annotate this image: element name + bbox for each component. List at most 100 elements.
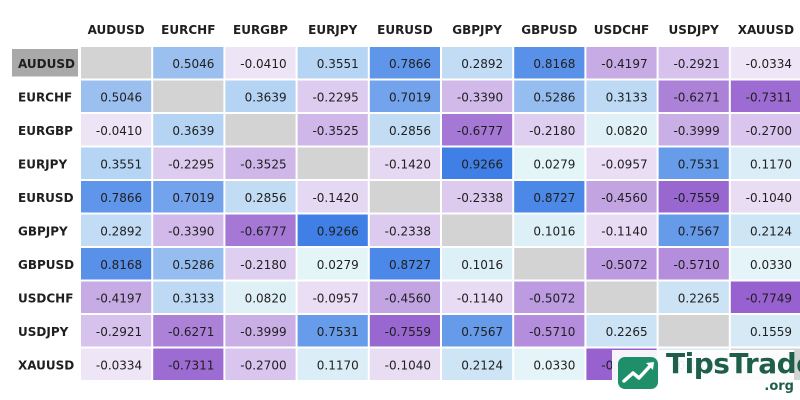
- cell-value-label: -0.4197: [96, 291, 142, 305]
- diagonal-cell: [297, 147, 368, 179]
- diagonal-cell: [369, 181, 440, 213]
- row-header: GBPUSD: [18, 258, 74, 272]
- row-header-highlight: [12, 49, 78, 77]
- cell-value-label: -0.5072: [529, 291, 575, 305]
- cell-value-label: 0.2892: [461, 57, 503, 71]
- cell-value-label: 0.9266: [317, 224, 359, 238]
- heatmap-cell: [297, 47, 368, 79]
- heatmap-cell: [225, 147, 296, 179]
- cell-value-label: 0.2856: [389, 124, 431, 138]
- cell-value-label: -0.3999: [673, 124, 719, 138]
- cell-value-label: 0.7531: [317, 325, 359, 339]
- cell-value-label: -0.3525: [312, 124, 358, 138]
- heatmap-cell: [730, 214, 800, 246]
- cell-value-label: -0.3999: [240, 325, 286, 339]
- heatmap-cell: [297, 248, 368, 280]
- cell-value-label: -0.2180: [529, 124, 575, 138]
- column-header: USDJPY: [669, 23, 720, 37]
- cell-value-label: -0.2180: [240, 258, 286, 272]
- cell-value-label: -0.3390: [168, 224, 214, 238]
- diagonal-cell: [153, 80, 224, 112]
- heatmap-cell: [297, 181, 368, 213]
- heatmap-cell: [442, 181, 513, 213]
- cell-value-label: -0.1040: [746, 191, 792, 205]
- heatmap-cell: [369, 281, 440, 313]
- cell-value-label: 0.5046: [172, 57, 214, 71]
- cell-value-label: 0.7866: [389, 57, 431, 71]
- cell-value-label: -0.5072: [601, 258, 647, 272]
- diagonal-cell: [442, 214, 513, 246]
- heatmap-cell: [442, 80, 513, 112]
- cell-value-label: 0.8168: [533, 57, 575, 71]
- heatmap-cell: [514, 315, 585, 347]
- heatmap-cell: [586, 114, 657, 146]
- heatmap-cell: [658, 248, 729, 280]
- heatmap-cell: [153, 181, 224, 213]
- column-header: USDCHF: [594, 23, 649, 37]
- column-header: GBPUSD: [521, 23, 577, 37]
- heatmap-cell: [586, 47, 657, 79]
- cell-value-label: -0.7311: [746, 90, 792, 104]
- cell-value-label: 0.1016: [461, 258, 503, 272]
- cell-value-label: -0.5710: [529, 325, 575, 339]
- heatmap-cell: [153, 248, 224, 280]
- row-header: USDCHF: [18, 291, 73, 305]
- cell-value-label: 0.7866: [100, 191, 142, 205]
- cell-value-label: 0.3133: [172, 291, 214, 305]
- heatmap-cell: [225, 281, 296, 313]
- heatmap-cell: [514, 47, 585, 79]
- diagonal-cell: [514, 248, 585, 280]
- heatmap-cell: [225, 181, 296, 213]
- column-header: XAUUSD: [738, 23, 794, 37]
- heatmap-cell: [153, 281, 224, 313]
- cell-value-label: -0.1140: [601, 224, 647, 238]
- cell-value-label: -0.7559: [673, 191, 719, 205]
- logo-suffix: .org: [764, 379, 794, 394]
- row-header: USDJPY: [18, 325, 69, 339]
- heatmap-cell: [225, 214, 296, 246]
- cell-value-label: -0.7311: [168, 358, 214, 372]
- cell-value-label: -0.0410: [96, 124, 142, 138]
- cell-value-label: -0.7559: [385, 325, 431, 339]
- heatmap-cell: [658, 281, 729, 313]
- heatmap-cell: [297, 315, 368, 347]
- row-header: EURUSD: [18, 191, 74, 205]
- heatmap-cell: [225, 315, 296, 347]
- cell-value-label: 0.7567: [461, 325, 503, 339]
- cell-value-label: 0.3551: [317, 57, 359, 71]
- heatmap-cell: [586, 248, 657, 280]
- cell-value-label: -0.2921: [673, 57, 719, 71]
- diagonal-cell: [81, 47, 152, 79]
- heatmap-cell: [514, 181, 585, 213]
- cell-value-label: 0.0279: [533, 157, 575, 171]
- heatmap-cell: [442, 47, 513, 79]
- heatmap-cell: [658, 80, 729, 112]
- cell-value-label: 0.1559: [750, 325, 792, 339]
- cell-value-label: -0.1040: [385, 358, 431, 372]
- heatmap-cell: [514, 80, 585, 112]
- heatmap-cell: [369, 47, 440, 79]
- cell-value-label: -0.1420: [312, 191, 358, 205]
- heatmap-cell: [225, 47, 296, 79]
- heatmap-cell: [586, 214, 657, 246]
- row-header: EURCHF: [18, 90, 72, 104]
- heatmap-cell: [442, 114, 513, 146]
- heatmap-cell: [81, 315, 152, 347]
- heatmap-cell: [369, 214, 440, 246]
- cell-value-label: 0.3639: [172, 124, 214, 138]
- heatmap-cell: [81, 181, 152, 213]
- cell-value-label: 0.0330: [750, 258, 792, 272]
- row-header: GBPJPY: [18, 224, 68, 238]
- heatmap-cell: [369, 147, 440, 179]
- heatmap-cell: [514, 348, 585, 380]
- heatmap-cell: [81, 147, 152, 179]
- diagonal-cell: [658, 315, 729, 347]
- cell-value-label: -0.5710: [673, 258, 719, 272]
- cell-value-label: 0.7567: [678, 224, 720, 238]
- cell-value-label: 0.3639: [245, 90, 287, 104]
- heatmap-cell: [297, 281, 368, 313]
- heatmap-cell: [514, 281, 585, 313]
- heatmap-cell: [369, 114, 440, 146]
- diagonal-cell: [225, 114, 296, 146]
